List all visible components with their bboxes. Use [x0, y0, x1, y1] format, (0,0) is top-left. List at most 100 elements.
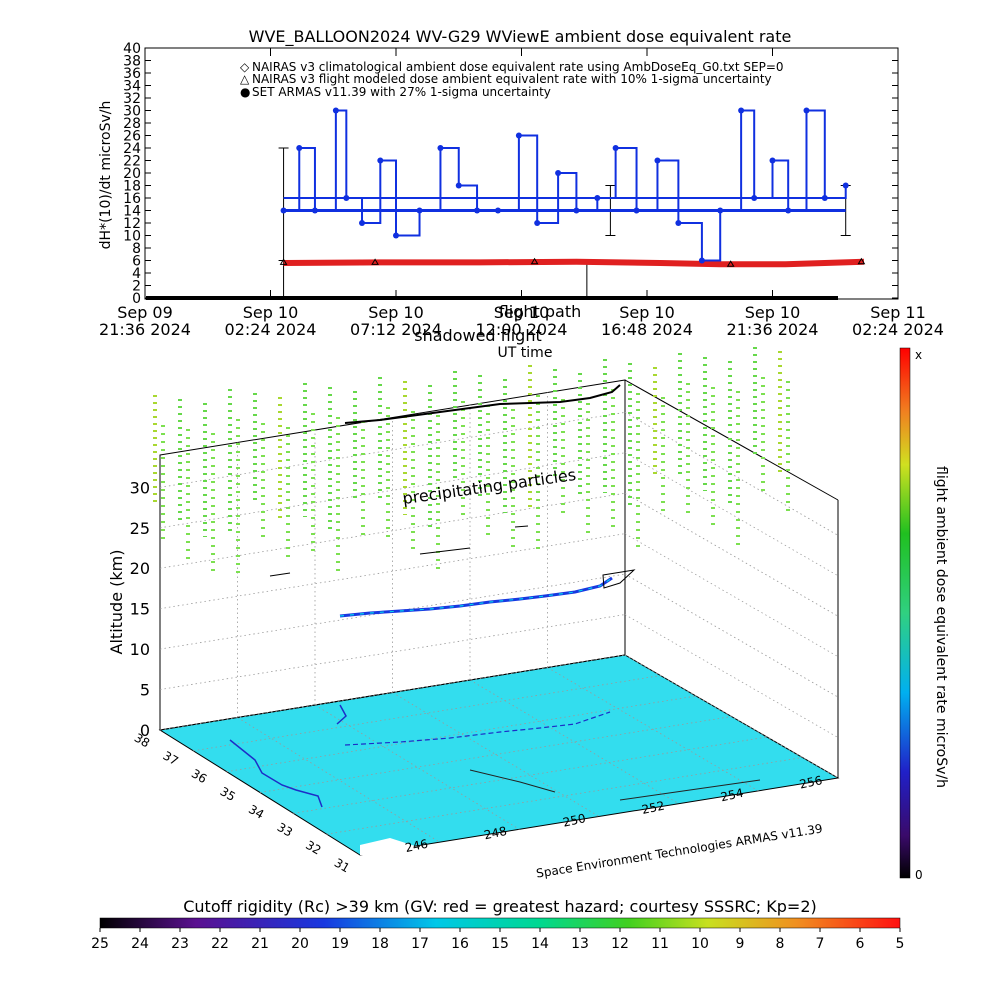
y-tick-label: 28 — [123, 116, 141, 132]
floor-grid-line — [547, 667, 759, 792]
y-tick-label: 26 — [123, 129, 141, 145]
x-tick-label-date: Sep 10 — [745, 303, 801, 322]
legend-label-0: NAIRAS v3 climatological ambient dose eq… — [252, 60, 784, 74]
set-armas-point — [573, 207, 580, 214]
nairas-flight-point — [857, 257, 866, 265]
set-armas-point — [738, 107, 745, 114]
set-armas-point — [698, 257, 705, 264]
altitude-tick-label: 10 — [130, 640, 150, 659]
map-road-2 — [619, 779, 761, 801]
x-tick-label-time: 02:24 2024 — [852, 320, 944, 339]
floor-grid-line — [314, 704, 520, 830]
y-tick-label: 32 — [123, 91, 141, 107]
3d-latitude-ticks: 38 37 36 35 34 33 32 31 — [132, 731, 352, 876]
top-legend: ◇ NAIRAS v3 climatological ambient dose … — [240, 60, 784, 99]
floor-grid-line — [259, 716, 732, 793]
y-tick-label: 20 — [123, 166, 141, 182]
y-tick-label: 18 — [123, 179, 141, 195]
flight-path-label: flight path — [499, 302, 582, 321]
cutoff-colorbar-label: 18 — [371, 936, 389, 952]
legend-symbol-2: ● — [240, 85, 250, 99]
x-tick-label-date: Sep 10 — [619, 303, 675, 322]
right-colorbar — [899, 347, 911, 879]
set-armas-point — [717, 207, 724, 214]
cutoff-colorbar-label: 11 — [651, 936, 669, 952]
wall-grid-side — [624, 573, 839, 698]
longitude-tick-label: 252 — [640, 799, 665, 817]
set-armas-point — [311, 207, 318, 214]
legend-label-1: NAIRAS v3 flight modeled dose ambient eq… — [252, 72, 772, 86]
shadow-segment-2 — [419, 547, 471, 555]
x-tick-label-time: 21:36 2024 — [727, 320, 819, 339]
set-armas-point — [332, 107, 339, 114]
wall-grid-side — [624, 533, 839, 658]
nairas-flight-point — [726, 260, 735, 267]
map-white-region — [360, 838, 415, 856]
3d-altitude-ticks: 0 5 10 15 20 25 30 — [130, 478, 150, 740]
latitude-tick-label: 32 — [303, 838, 323, 858]
3d-longitude-ticks: 246 248 250 252 254 256 — [404, 773, 824, 855]
flight-track-highlight — [339, 577, 613, 617]
cutoff-colorbar-label: 23 — [171, 936, 189, 952]
y-tick-label: 10 — [123, 229, 141, 245]
x-tick-label-date: Sep 11 — [870, 303, 926, 322]
altitude-tick-label: 30 — [130, 478, 150, 497]
x-tick-label-time: 02:24 2024 — [225, 320, 317, 339]
set-armas-point — [842, 182, 849, 189]
cutoff-colorbar — [99, 917, 901, 929]
wall-grid-side — [624, 614, 839, 738]
upper-flight-track — [344, 384, 621, 424]
y-tick-label: 22 — [123, 154, 141, 170]
3d-wall-grid — [159, 392, 839, 779]
nairas-flight-point — [279, 258, 288, 265]
y-tick-label: 24 — [123, 141, 141, 157]
longitude-tick-label: 254 — [719, 786, 744, 804]
top-x-axis-label: UT time — [498, 345, 553, 361]
cutoff-colorbar-label: 9 — [736, 936, 745, 952]
set-armas-point — [437, 145, 444, 151]
set-armas-point — [455, 182, 462, 189]
y-tick-label: 0 — [132, 291, 141, 307]
cutoff-colorbar-label: 17 — [411, 936, 429, 952]
y-tick-label: 38 — [123, 54, 141, 70]
set-armas-point — [343, 195, 350, 201]
legend-symbol-0: ◇ — [240, 60, 250, 74]
altitude-tick-label: 25 — [130, 519, 150, 538]
cutoff-colorbar-ticks: 25 24 23 22 21 20 19 18 17 16 15 14 13 12 11 10 9 8 7 6 5 — [91, 928, 904, 952]
cutoff-rigidity-title: Cutoff rigidity (Rc) >39 km (GV: red = g… — [183, 897, 817, 916]
legend-label-2: SET ARMAS v11.39 with 27% 1-sigma uncert… — [252, 85, 551, 99]
set-armas-point — [377, 157, 384, 164]
wall-grid-h — [159, 452, 626, 529]
flight-end-marker — [602, 569, 636, 589]
cutoff-colorbar-label: 20 — [291, 936, 309, 952]
cutoff-colorbar-label: 22 — [211, 936, 229, 952]
right-colorbar-top: x — [915, 348, 922, 362]
series-nairas-flight-modeled — [279, 257, 866, 267]
x-tick-label-time: 21:36 2024 — [99, 320, 191, 339]
cutoff-colorbar-label: 16 — [451, 936, 469, 952]
y-tick-label: 40 — [123, 41, 141, 57]
altitude-tick-label: 20 — [130, 559, 150, 578]
set-armas-point — [515, 132, 522, 139]
floor-grid-line — [293, 736, 768, 814]
set-armas-point — [393, 232, 399, 239]
y-tick-label: 12 — [123, 216, 141, 232]
flight-track-altitude — [339, 576, 613, 618]
set-armas-point — [751, 195, 758, 201]
nairas-flight-point — [530, 257, 539, 265]
longitude-tick-label: 246 — [404, 837, 429, 855]
x-tick-label-date: Sep 10 — [243, 303, 299, 322]
top-chart-title: WVE_BALLOON2024 WV-G29 WViewE ambient do… — [249, 27, 792, 47]
wall-grid-side — [624, 492, 839, 617]
set-armas-point — [654, 157, 661, 164]
shadow-segment-1 — [269, 572, 291, 577]
y-tick-label: 8 — [132, 241, 141, 257]
nairas-flight-point — [371, 258, 379, 265]
altitude-tick-label: 15 — [130, 600, 150, 619]
set-armas-point — [474, 207, 481, 214]
map-road-1 — [469, 769, 556, 793]
